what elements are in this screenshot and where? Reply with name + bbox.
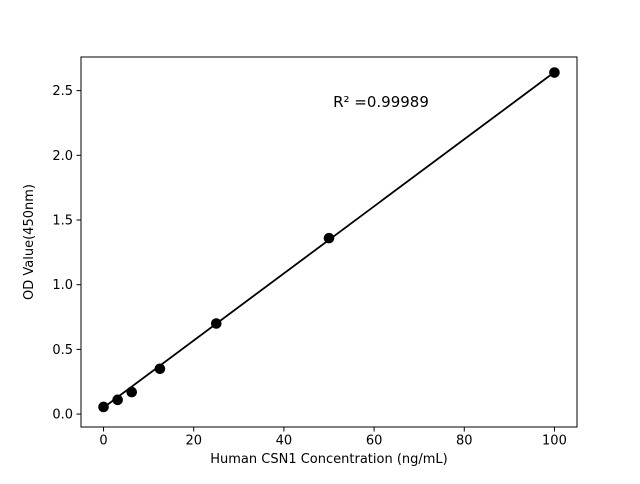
y-axis-label: OD Value(450nm): [22, 184, 37, 300]
x-tick-label: 40: [276, 434, 293, 449]
y-tick-label: 0.0: [52, 408, 73, 423]
data-point: [323, 232, 335, 244]
y-tick-label: 2.0: [52, 149, 73, 164]
x-tick-label: 0: [99, 434, 107, 449]
x-axis-label: Human CSN1 Concentration (ng/mL): [210, 452, 448, 467]
data-point: [126, 386, 138, 398]
x-tick-label: 80: [456, 434, 473, 449]
x-ticks: 0 20 40 60 80 100: [99, 427, 567, 449]
data-point: [210, 318, 222, 329]
y-tick-label: 1.5: [52, 214, 73, 229]
y-tick-label: 2.5: [52, 84, 73, 99]
y-ticks: 0.0 0.5 1.0 1.5 2.0 2.5: [52, 84, 81, 423]
r-squared-annotation: R² =0.99989: [333, 93, 429, 111]
y-tick-label: 0.5: [52, 343, 73, 358]
x-tick-label: 100: [542, 434, 567, 449]
data-point: [112, 394, 123, 406]
data-point: [549, 67, 560, 78]
x-tick-label: 20: [185, 434, 202, 449]
x-tick-label: 60: [366, 434, 383, 449]
data-point: [98, 401, 109, 413]
data-point: [154, 363, 166, 375]
plot-frame: [80, 56, 578, 428]
series: [98, 67, 560, 413]
y-tick-label: 1.0: [52, 278, 73, 293]
